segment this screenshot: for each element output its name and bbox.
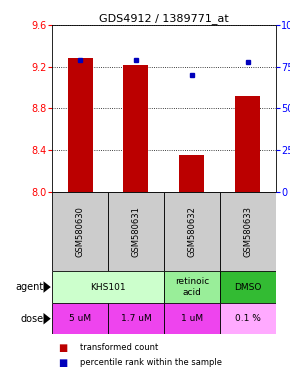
Bar: [220, 303, 276, 334]
Text: 5 uM: 5 uM: [69, 314, 91, 323]
Text: GSM580630: GSM580630: [76, 206, 85, 257]
Bar: [52, 271, 164, 303]
Text: retinoic
acid: retinoic acid: [175, 277, 209, 297]
Text: 0.1 %: 0.1 %: [235, 314, 260, 323]
Bar: [220, 192, 276, 271]
Bar: [68, 58, 93, 192]
Title: GDS4912 / 1389771_at: GDS4912 / 1389771_at: [99, 13, 229, 24]
Text: agent: agent: [15, 282, 44, 292]
Bar: [164, 303, 220, 334]
Text: ■: ■: [58, 358, 67, 368]
Text: GSM580632: GSM580632: [187, 206, 196, 257]
Text: 1.7 uM: 1.7 uM: [121, 314, 151, 323]
Bar: [179, 156, 204, 192]
Bar: [123, 65, 148, 192]
Bar: [52, 303, 108, 334]
Bar: [235, 96, 260, 192]
Bar: [108, 303, 164, 334]
Text: dose: dose: [20, 314, 44, 324]
Text: percentile rank within the sample: percentile rank within the sample: [80, 358, 222, 367]
Bar: [52, 192, 108, 271]
Bar: [164, 271, 220, 303]
Text: GSM580631: GSM580631: [131, 206, 140, 257]
Text: 1 uM: 1 uM: [181, 314, 203, 323]
Bar: [108, 192, 164, 271]
Text: ■: ■: [58, 343, 67, 353]
Text: transformed count: transformed count: [80, 343, 158, 352]
Text: KHS101: KHS101: [90, 283, 126, 291]
Text: DMSO: DMSO: [234, 283, 261, 291]
Text: GSM580633: GSM580633: [243, 206, 252, 257]
Bar: [164, 192, 220, 271]
Bar: [220, 271, 276, 303]
